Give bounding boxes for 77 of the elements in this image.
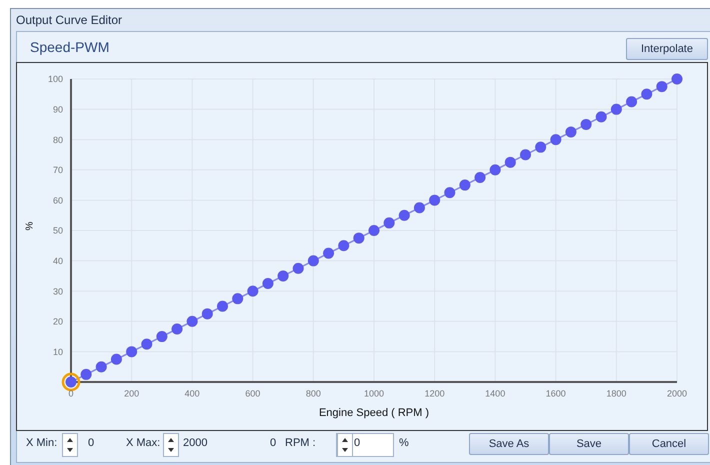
point <box>384 217 395 228</box>
x-tick-label: 400 <box>184 388 200 398</box>
point <box>262 278 274 290</box>
y-tick-label: 60 <box>52 195 63 206</box>
point <box>459 180 470 191</box>
point <box>429 194 440 206</box>
y-tick-label: 80 <box>52 134 63 145</box>
y-tick-label: 50 <box>52 226 63 236</box>
point <box>338 240 350 252</box>
point <box>520 149 531 160</box>
y-tick-label: 10 <box>52 346 63 357</box>
x-tick-label: 1200 <box>424 388 445 398</box>
y-tick-label: 30 <box>52 286 63 296</box>
point <box>580 118 592 130</box>
point <box>596 111 607 122</box>
text: 0 <box>270 437 276 449</box>
x-tick-label: 800 <box>306 388 321 398</box>
point <box>278 270 289 282</box>
point <box>610 104 622 115</box>
point <box>398 210 410 221</box>
text: X Max: <box>126 437 160 449</box>
point <box>308 255 319 266</box>
point <box>565 126 576 138</box>
x-tick-label: 1400 <box>485 388 506 398</box>
x-tick-label: 2000 <box>666 388 688 398</box>
point <box>641 88 652 100</box>
point <box>126 346 138 358</box>
x-tick-label: 1000 <box>364 388 384 398</box>
point <box>186 316 198 327</box>
chart-title: Speed-PWM <box>30 39 110 55</box>
x-tick-label: 200 <box>124 388 140 398</box>
x-tick-label: 1600 <box>546 388 566 398</box>
x-tick-label: 0 <box>68 388 74 398</box>
point <box>247 286 258 297</box>
point <box>626 96 638 108</box>
point <box>444 187 456 198</box>
y-tick-label: 40 <box>52 256 63 266</box>
y-tick-label: 70 <box>52 165 63 176</box>
point <box>535 142 546 153</box>
y-tick-label: 100 <box>48 74 63 84</box>
text: RPM : <box>285 437 316 449</box>
point <box>141 338 152 350</box>
x-axis-title: Engine Speed ( RPM ) <box>318 407 430 419</box>
text: Save <box>549 433 629 455</box>
point <box>368 225 380 236</box>
text: Output Curve Editor <box>16 13 122 27</box>
point <box>202 308 213 320</box>
text: 2000 <box>183 437 208 449</box>
point <box>232 293 244 304</box>
point <box>217 300 228 312</box>
point <box>110 354 122 365</box>
point <box>672 74 682 84</box>
point <box>96 361 107 372</box>
point <box>156 331 168 342</box>
point <box>656 81 668 92</box>
x-tick-label: 1800 <box>606 388 626 398</box>
point <box>323 248 334 259</box>
text: 0 <box>88 437 94 449</box>
point <box>80 368 92 380</box>
point <box>292 262 304 274</box>
y-tick-label: 90 <box>52 104 63 114</box>
point <box>504 156 516 168</box>
point <box>490 164 501 176</box>
text: Interpolate <box>626 38 708 60</box>
point <box>474 172 486 183</box>
x-tick-label: 600 <box>245 388 260 398</box>
y-tick-label: 20 <box>52 316 63 327</box>
text: X Min: <box>26 437 58 449</box>
y-axis-title: % <box>24 222 36 230</box>
point <box>172 323 183 334</box>
text: % <box>399 437 409 449</box>
text: Cancel <box>629 433 709 455</box>
point <box>353 232 364 244</box>
point <box>414 202 425 214</box>
text: 0 <box>354 437 360 449</box>
text: Save As <box>469 433 549 455</box>
point <box>550 134 562 146</box>
